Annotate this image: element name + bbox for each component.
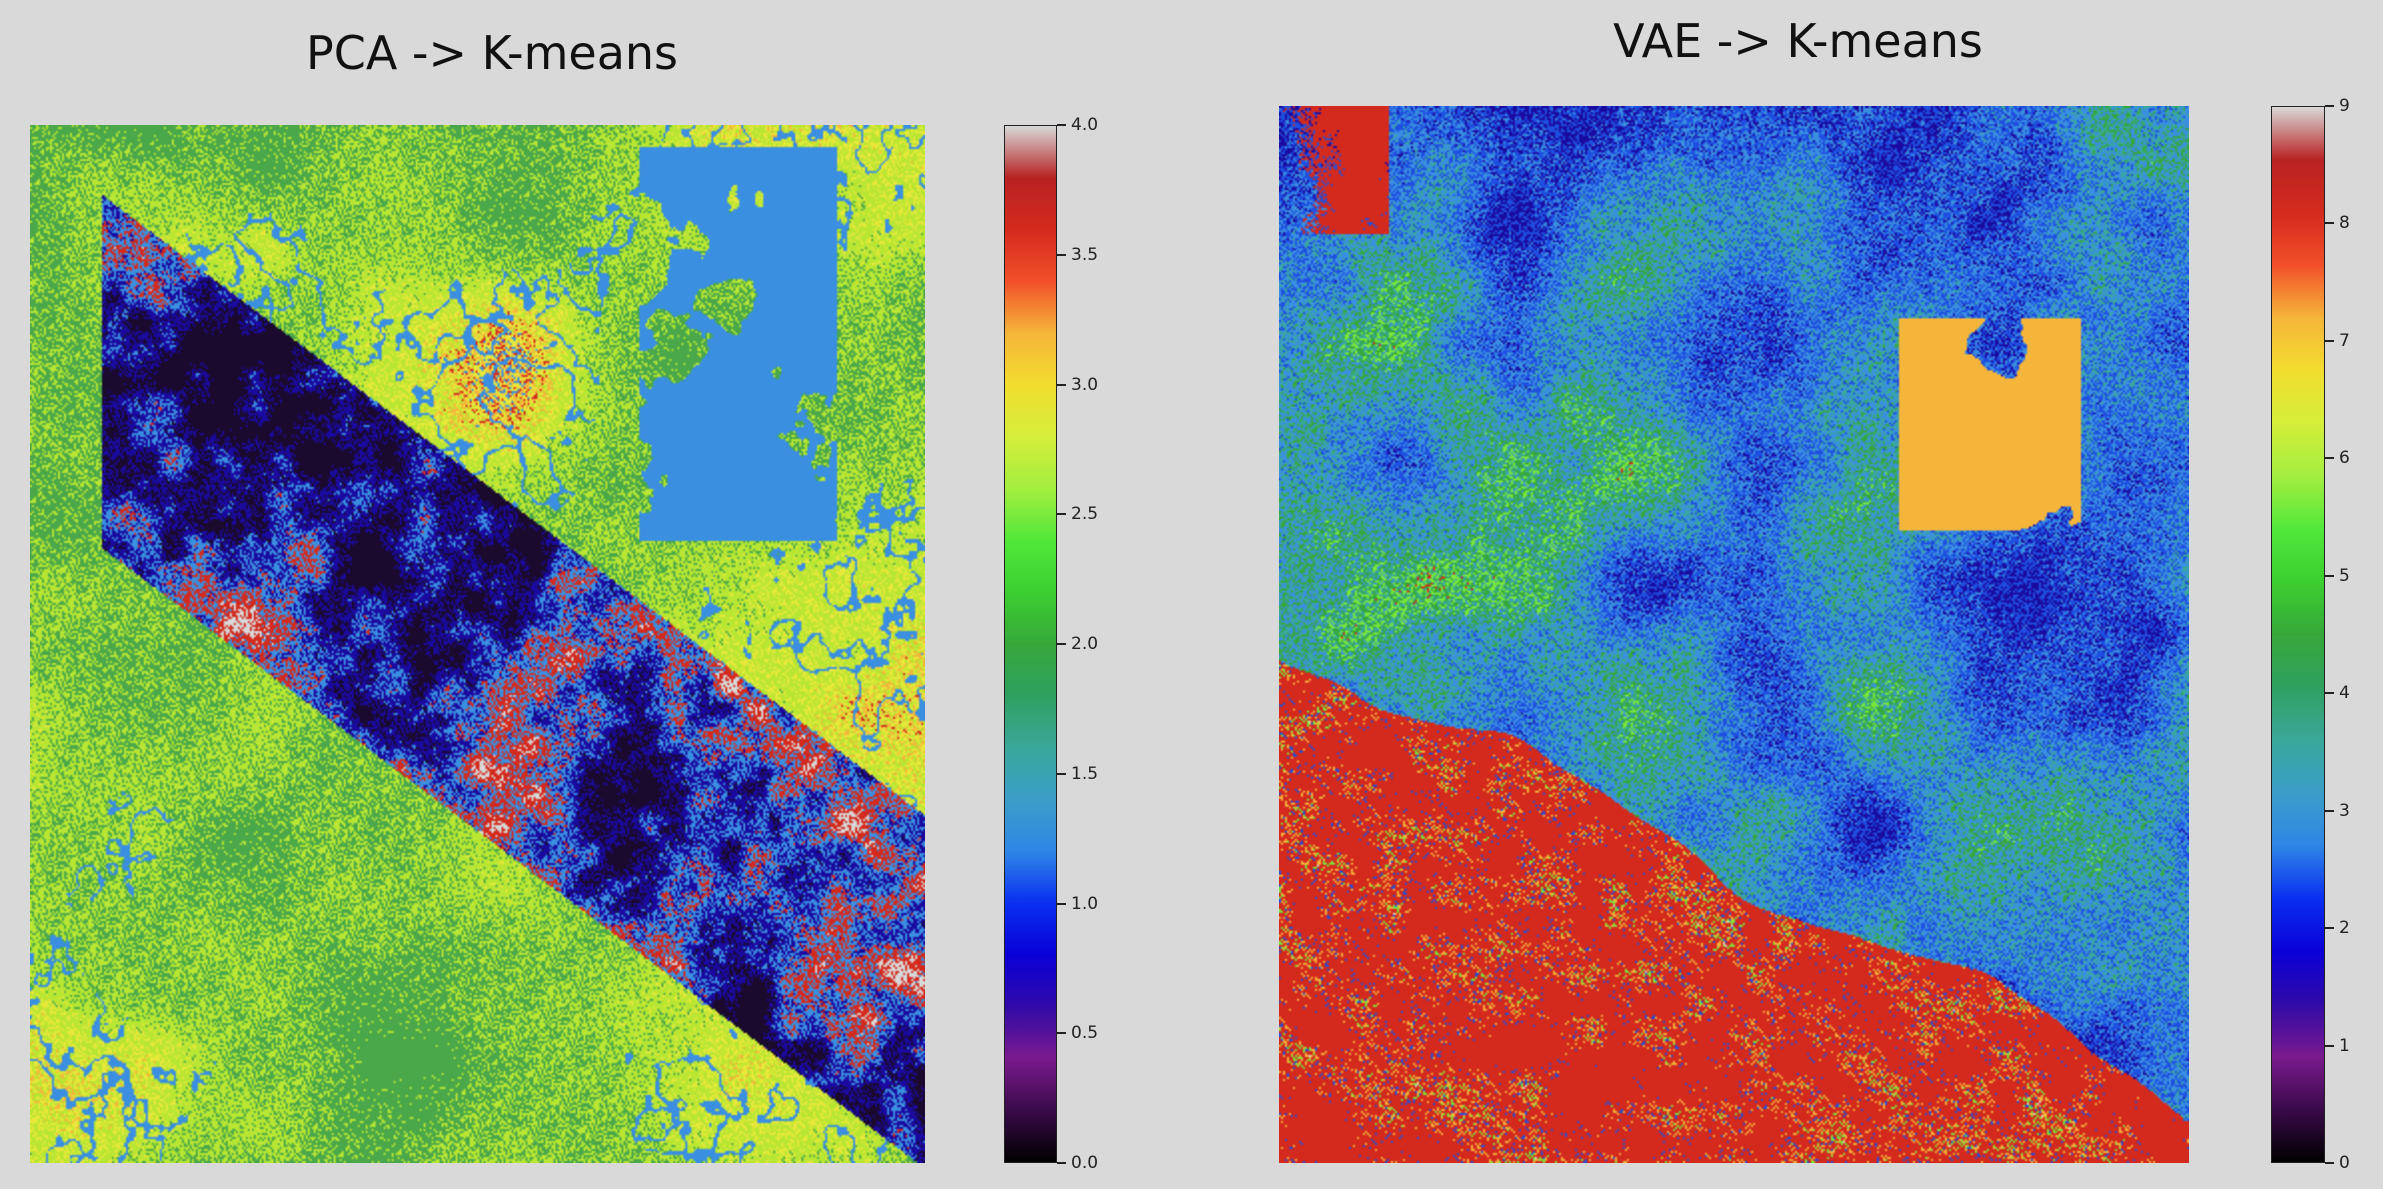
pca-kmeans-cluster-map	[30, 125, 925, 1163]
colorbar-tick-mark	[2325, 809, 2334, 812]
colorbar-tick-label: 3	[2339, 800, 2350, 821]
vae-kmeans-cluster-map	[1279, 106, 2189, 1163]
colorbar-tick-mark	[2325, 457, 2334, 460]
colorbar-tick-mark	[1057, 643, 1066, 645]
colorbar-tick-label: 4	[2339, 683, 2350, 704]
colorbar-tick-label: 1	[2339, 1035, 2350, 1056]
colorbar-tick-label: 8	[2339, 213, 2350, 234]
colorbar-tick-mark	[1057, 383, 1066, 386]
colorbar-tick-label: 5	[2339, 565, 2350, 586]
colorbar-tick-mark	[2325, 692, 2334, 695]
colorbar-tick-label: 3.5	[1071, 244, 1099, 265]
colorbar-tick-label: 0.0	[1071, 1153, 1099, 1173]
colorbar-tick-label: 0	[2339, 1153, 2350, 1173]
colorbar-tick-mark	[2325, 222, 2334, 225]
colorbar-tick-label: 2	[2339, 918, 2350, 939]
colorbar-tick-mark	[1057, 1032, 1066, 1035]
colorbar-tick-label: 2.5	[1071, 504, 1099, 525]
colorbar-tick-mark	[1057, 124, 1066, 126]
vae-kmeans-colorbar	[2271, 106, 2325, 1163]
colorbar-tick-label: 4.0	[1071, 115, 1099, 135]
colorbar-tick-label: 3.0	[1071, 374, 1099, 395]
colorbar-tick-mark	[1057, 772, 1066, 775]
colorbar-tick-mark	[1057, 513, 1066, 516]
pca-kmeans-title: PCA -> K-means	[305, 26, 679, 80]
colorbar-tick-mark	[1057, 253, 1066, 256]
colorbar-tick-label: 1.5	[1071, 763, 1099, 784]
colorbar-tick-mark	[2325, 339, 2334, 342]
colorbar-tick-label: 0.5	[1071, 1023, 1099, 1044]
colorbar-tick-mark	[2325, 927, 2334, 930]
colorbar-tick-mark	[2325, 1044, 2334, 1047]
colorbar-tick-label: 6	[2339, 448, 2350, 469]
pca-kmeans-colorbar	[1004, 125, 1057, 1163]
vae-kmeans-title: VAE -> K-means	[1613, 14, 1983, 68]
colorbar-tick-mark	[1057, 902, 1066, 905]
colorbar-tick-label: 9	[2339, 96, 2350, 116]
colorbar-tick-mark	[2325, 105, 2334, 107]
colorbar-tick-mark	[2325, 574, 2334, 577]
colorbar-tick-label: 1.0	[1071, 893, 1099, 914]
colorbar-tick-mark	[1057, 1162, 1066, 1164]
colorbar-tick-mark	[2325, 1162, 2334, 1164]
colorbar-tick-label: 2.0	[1071, 634, 1099, 654]
colorbar-tick-label: 7	[2339, 330, 2350, 351]
